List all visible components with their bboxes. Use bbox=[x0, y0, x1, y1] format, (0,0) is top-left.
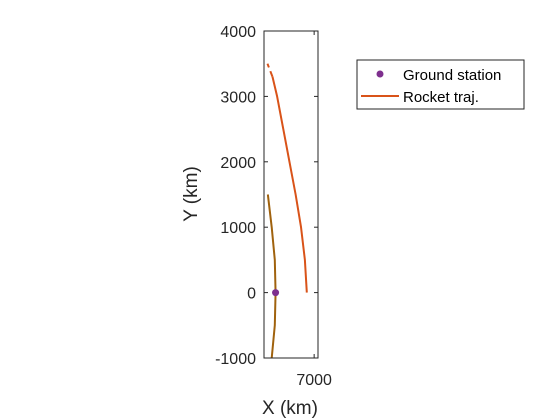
ground-station-point bbox=[272, 289, 280, 297]
y-tick-label: 1000 bbox=[220, 220, 256, 237]
y-axis-label: Y (km) bbox=[181, 166, 202, 222]
legend-box bbox=[356, 59, 525, 110]
plot-area bbox=[264, 31, 318, 358]
x-tick-label: 7000 bbox=[296, 372, 332, 389]
legend-label-ground-station: Ground station bbox=[403, 67, 501, 84]
rocket-trajectory-line bbox=[271, 76, 308, 293]
x-axis-label: X (km) bbox=[262, 398, 318, 419]
y-tick-label: 3000 bbox=[220, 89, 256, 106]
y-tick-label: 2000 bbox=[220, 155, 256, 172]
secondary-trajectory-line bbox=[266, 194, 277, 359]
y-tick-label: 4000 bbox=[220, 24, 256, 41]
legend: Ground station Rocket traj. bbox=[356, 59, 525, 110]
series-layer bbox=[266, 63, 308, 359]
trajectory-dashed-segment bbox=[266, 63, 274, 78]
y-tick-label: -1000 bbox=[215, 351, 256, 368]
legend-label-rocket-traj: Rocket traj. bbox=[403, 89, 479, 106]
legend-marker-ground-station bbox=[376, 70, 384, 78]
y-tick-label: 0 bbox=[247, 286, 256, 303]
axes-box bbox=[263, 30, 319, 359]
ticks-layer: -1000 0 1000 2000 3000 4000 7000 bbox=[215, 24, 332, 389]
